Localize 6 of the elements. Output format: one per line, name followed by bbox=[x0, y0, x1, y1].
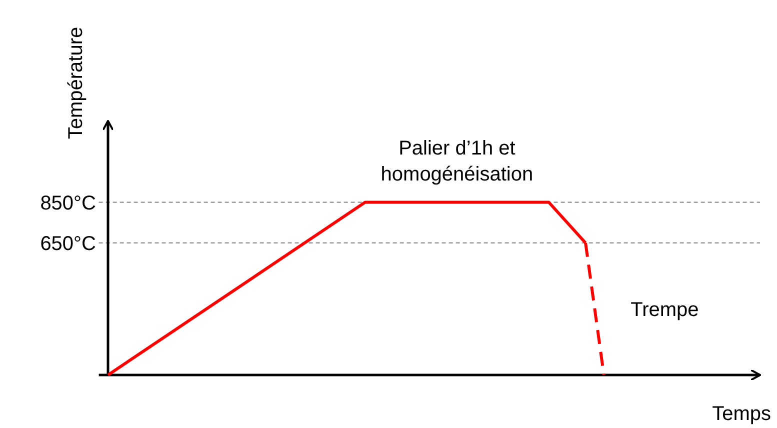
y-tick-label: 850°C bbox=[40, 192, 96, 214]
y-axis-title: Température bbox=[65, 26, 87, 140]
annotation: Trempe bbox=[630, 298, 699, 321]
x-axis-title: Temps bbox=[712, 403, 771, 425]
annotation: Palier d’1h et homogénéisation bbox=[380, 137, 534, 186]
y-tick-label: 650°C bbox=[40, 232, 96, 255]
